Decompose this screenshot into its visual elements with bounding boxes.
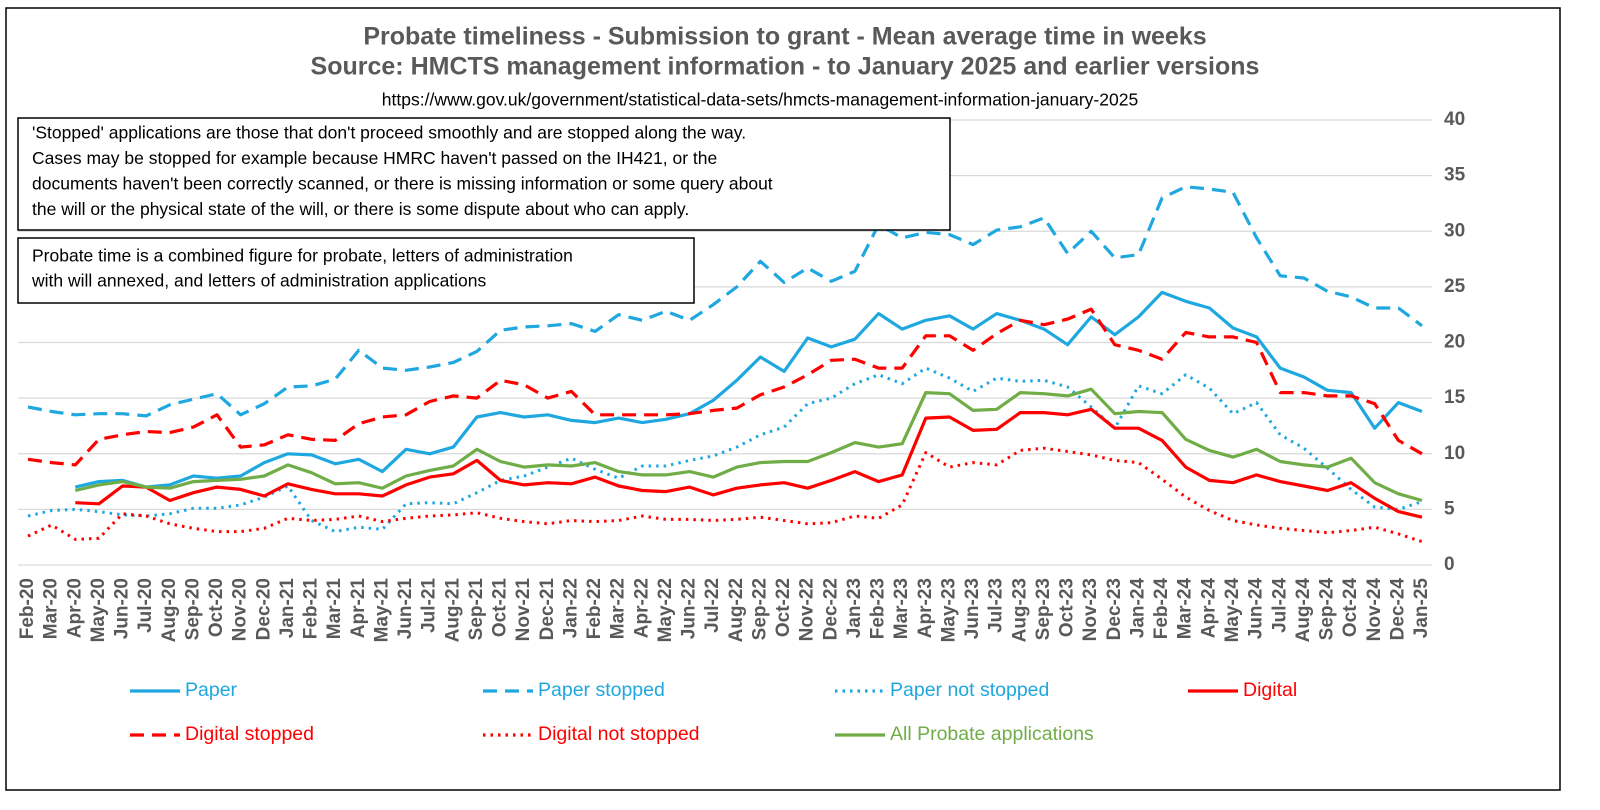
annotation-text: the will or the physical state of the wi… — [32, 199, 689, 219]
x-tick-label: Mar-20 — [41, 578, 62, 639]
x-tick-label: Apr-22 — [631, 578, 652, 638]
y-tick-label: 20 — [1444, 332, 1465, 353]
x-tick-label: Oct-20 — [206, 578, 227, 637]
x-tick-label: Apr-24 — [1198, 578, 1219, 639]
y-tick-label: 15 — [1444, 387, 1466, 408]
x-tick-label: Nov-20 — [230, 578, 251, 641]
lines — [27, 185, 1423, 544]
legend-label: All Probate applications — [890, 723, 1094, 745]
y-tick-label: 35 — [1444, 165, 1466, 186]
legend-label: Digital not stopped — [538, 723, 700, 745]
x-tick-label: Oct-24 — [1340, 578, 1361, 638]
x-tick-label: Apr-20 — [64, 578, 85, 638]
x-tick-label: Apr-23 — [915, 578, 936, 638]
x-tick-label: May-20 — [88, 578, 109, 642]
x-tick-label: Jan-21 — [277, 578, 298, 639]
x-tick-label: Jan-24 — [1127, 578, 1148, 639]
chart-subtitle: Source: HMCTS management information - t… — [311, 53, 1260, 81]
y-tick-label: 10 — [1444, 443, 1465, 464]
x-tick-label: Jan-25 — [1411, 578, 1432, 639]
overlay: 'Stopped' applications are those that do… — [17, 109, 1466, 745]
x-tick-label: Nov-24 — [1364, 578, 1385, 642]
series-line — [27, 446, 1423, 544]
x-tick-label: Sep-22 — [749, 578, 770, 640]
series-line — [75, 407, 1423, 519]
y-tick-label: 25 — [1444, 276, 1466, 297]
series-line — [74, 387, 1423, 503]
x-tick-label: Aug-23 — [1009, 578, 1030, 642]
x-tick-label: Dec-22 — [820, 578, 841, 640]
annotation-text: Probate time is a combined figure for pr… — [32, 246, 573, 266]
chart-title: Probate timeliness - Submission to grant… — [363, 23, 1206, 51]
legend-label: Paper stopped — [538, 679, 665, 701]
x-tick-label: Dec-24 — [1387, 578, 1408, 641]
x-tick-label: Nov-21 — [513, 578, 534, 642]
x-tick-label: Aug-24 — [1293, 578, 1314, 643]
x-tick-label: Sep-23 — [1033, 578, 1054, 640]
x-tick-label: Jun-20 — [112, 578, 133, 639]
x-tick-label: Oct-23 — [1057, 578, 1078, 637]
annotation-box — [17, 117, 951, 231]
y-tick-label: 5 — [1444, 498, 1455, 519]
x-tick-label: Jan-22 — [560, 578, 581, 638]
legend-label: Paper not stopped — [890, 679, 1049, 701]
annotation-text: with will annexed, and letters of admini… — [31, 271, 487, 291]
x-tick-label: Feb-22 — [584, 578, 605, 639]
x-tick-label: Feb-21 — [301, 578, 322, 640]
annotation-text: 'Stopped' applications are those that do… — [32, 123, 746, 143]
x-tick-label: Nov-23 — [1080, 578, 1101, 641]
x-tick-label: Jan-23 — [844, 578, 865, 638]
x-tick-label: Jun-22 — [679, 578, 700, 639]
x-tick-label: Jun-24 — [1246, 578, 1267, 640]
annotation-text: documents haven't been correctly scanned… — [32, 174, 773, 194]
x-tick-label: Jul-22 — [702, 578, 723, 633]
x-tick-label: Jul-23 — [986, 578, 1007, 633]
annotation-text: Cases may be stopped for example because… — [32, 148, 717, 168]
legend-label: Paper — [185, 679, 238, 701]
x-tick-label: May-21 — [371, 578, 392, 643]
source-url: https://www.gov.uk/government/statistica… — [382, 90, 1138, 110]
series-line — [27, 185, 1423, 418]
y-tick-label: 30 — [1444, 220, 1465, 241]
x-tick-label: Dec-20 — [253, 578, 274, 640]
x-tick-label: Aug-21 — [442, 578, 463, 643]
x-tick-label: Oct-22 — [773, 578, 794, 637]
x-tick-label: Jun-23 — [962, 578, 983, 639]
x-tick-label: Aug-20 — [159, 578, 180, 642]
y-tick-label: 0 — [1444, 554, 1455, 575]
x-tick-label: Jul-21 — [419, 578, 440, 633]
x-tick-label: Nov-22 — [797, 578, 818, 641]
x-tick-label: Sep-20 — [182, 578, 203, 640]
x-tick-label: Sep-24 — [1317, 578, 1338, 641]
x-tick-label: Apr-21 — [348, 578, 369, 639]
x-tick-label: May-24 — [1222, 578, 1243, 643]
x-tick-label: Sep-21 — [466, 578, 487, 641]
x-tick-label: May-22 — [655, 578, 676, 642]
x-tick-label: Feb-24 — [1151, 578, 1172, 640]
x-tick-label: Jun-21 — [395, 578, 416, 640]
x-tick-label: Jul-24 — [1269, 578, 1290, 633]
x-tick-label: Mar-24 — [1175, 578, 1196, 640]
legend-label: Digital — [1243, 679, 1297, 701]
x-tick-label: Feb-20 — [17, 578, 38, 639]
x-tick-label: May-23 — [938, 578, 959, 642]
x-tick-label: Mar-22 — [608, 578, 629, 639]
x-tick-label: Aug-22 — [726, 578, 747, 642]
annotation-box — [17, 237, 695, 304]
x-tick-label: Dec-23 — [1104, 578, 1125, 640]
series-line — [74, 290, 1423, 489]
y-tick-label: 40 — [1444, 109, 1465, 130]
x-tick-label: Oct-21 — [490, 578, 511, 638]
x-tick-label: Mar-23 — [891, 578, 912, 639]
x-tick-label: Jul-20 — [135, 578, 156, 633]
x-tick-label: Feb-23 — [868, 578, 889, 639]
x-tick-label: Dec-21 — [537, 578, 558, 641]
x-tick-label: Mar-21 — [324, 578, 345, 640]
legend-label: Digital stopped — [185, 723, 314, 745]
series-line — [27, 307, 1423, 467]
